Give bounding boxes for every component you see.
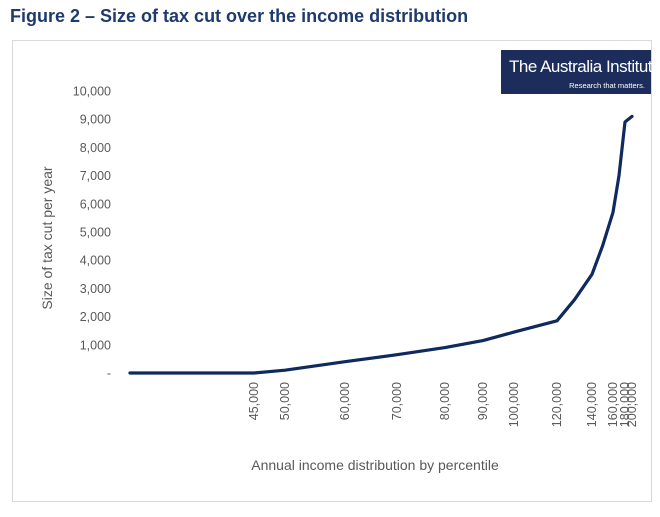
y-tick-label: 8,000 [80, 141, 111, 155]
y-axis-label: Size of tax cut per year [39, 166, 55, 310]
y-tick-label: - [107, 367, 111, 381]
x-tick-label: 45,000 [247, 382, 261, 420]
y-tick-label: 7,000 [80, 169, 111, 183]
x-tick-label: 180,000 [618, 382, 632, 427]
figure-title: Figure 2 – Size of tax cut over the inco… [10, 6, 469, 26]
chart-frame [12, 40, 652, 502]
y-axis-ticks: - 1,000 2,000 3,000 4,000 5,000 6,000 7,000 8,00… [73, 85, 111, 381]
y-tick-label: 9,000 [80, 113, 111, 127]
y-tick-label: 1,000 [80, 338, 111, 352]
y-tick-label: 2,000 [80, 310, 111, 324]
x-tick-label: 70,000 [390, 382, 404, 420]
logo-name: The Australia Institute [509, 57, 660, 76]
x-axis-label: Annual income distribution by percentile [251, 457, 499, 473]
x-tick-label: 120,000 [550, 382, 564, 427]
y-tick-label: 10,000 [73, 85, 111, 99]
logo-tagline: Research that matters. [569, 81, 645, 90]
x-tick-label: 200,000 [625, 382, 639, 427]
x-tick-label: 160,000 [606, 382, 620, 427]
x-tick-label: 90,000 [476, 382, 490, 420]
series-line [128, 114, 634, 375]
x-tick-label: 140,000 [585, 382, 599, 427]
australia-institute-logo: The Australia Institute Research that ma… [501, 50, 660, 94]
x-tick-label: 50,000 [278, 382, 292, 420]
y-tick-label: 6,000 [80, 197, 111, 211]
y-tick-label: 5,000 [80, 226, 111, 240]
x-tick-label: 80,000 [438, 382, 452, 420]
y-tick-label: 4,000 [80, 254, 111, 268]
x-tick-label: 60,000 [338, 382, 352, 420]
x-axis-ticks: 45,000 50,000 60,000 70,000 80,000 90,000 100,… [247, 382, 639, 427]
y-tick-label: 3,000 [80, 282, 111, 296]
x-tick-label: 100,000 [507, 382, 521, 427]
